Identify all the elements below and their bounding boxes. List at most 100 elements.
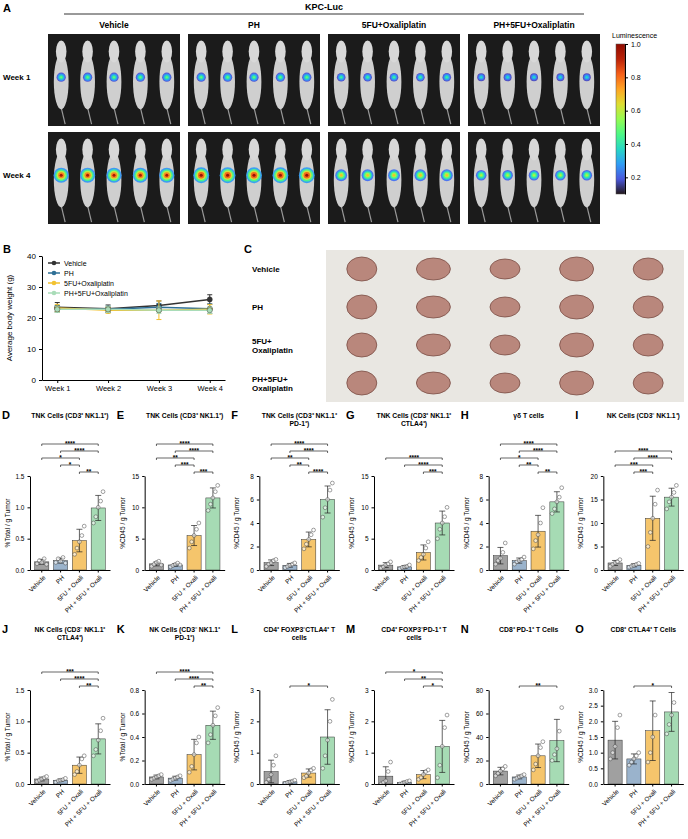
significance-label: ** xyxy=(526,461,532,468)
data-point xyxy=(665,507,669,511)
data-point xyxy=(637,751,641,755)
tick: Vehicle xyxy=(371,570,391,593)
tick: 0.0 xyxy=(130,781,145,788)
significance-label: **** xyxy=(533,447,544,454)
tick: 6 xyxy=(250,496,259,503)
tick-mark xyxy=(601,784,604,785)
error-cap xyxy=(554,761,560,762)
x-axis: Week 1Week 2Week 3Week 4 xyxy=(43,380,226,393)
signal-blob xyxy=(506,76,509,79)
data-point xyxy=(443,726,447,730)
tick: PH + 5FU + Oxali xyxy=(178,570,218,614)
tick: Vehicle xyxy=(142,570,162,593)
significance-label: *** xyxy=(630,461,638,468)
tick: PH + 5FU + Oxali xyxy=(63,784,103,828)
tick-label: 1.0 xyxy=(15,504,24,511)
tick-mark xyxy=(615,570,616,573)
tick-label: PH xyxy=(169,574,180,585)
signal-blob xyxy=(585,76,588,79)
tick-mark xyxy=(601,500,604,501)
signal-blob xyxy=(338,172,345,179)
tick-mark xyxy=(601,476,604,477)
signal-blob xyxy=(159,168,174,183)
mouse-head xyxy=(56,138,67,160)
tick: 0 xyxy=(365,567,374,574)
significance-label: ** xyxy=(545,468,551,475)
tick: 4 xyxy=(250,520,259,527)
signal-blob xyxy=(84,74,91,81)
tumor xyxy=(347,257,377,281)
tick: 8 xyxy=(480,473,489,480)
data-point xyxy=(159,773,163,777)
y-axis-title: %CD45 / g Tumor xyxy=(233,710,241,762)
signal-blob xyxy=(585,173,589,177)
mouse-tail xyxy=(394,108,398,125)
tick-label: 0 xyxy=(250,567,254,574)
mouse-head xyxy=(476,40,487,62)
tick: Vehicle xyxy=(257,784,277,807)
data-point xyxy=(531,547,535,551)
tick-mark xyxy=(108,380,109,383)
axis-line xyxy=(489,691,490,785)
tick-label: PH xyxy=(628,574,639,585)
mouse-tail xyxy=(307,206,311,223)
tick-mark xyxy=(372,539,375,540)
tick-label: 0.6 xyxy=(631,107,641,114)
y-axis: 0123 xyxy=(365,687,375,788)
signal-blob xyxy=(532,173,536,177)
tick: 0.8 xyxy=(130,687,145,694)
tick-label: Vehicle xyxy=(257,574,277,594)
signal-blob xyxy=(366,76,369,79)
y-axis: 0.00.51.01.52.02.53.0 xyxy=(589,687,604,788)
mouse-head xyxy=(582,138,593,160)
tick: PH + 5FU + Oxali xyxy=(293,570,333,614)
data-point xyxy=(45,562,49,566)
mouse-head xyxy=(135,40,146,62)
error-bar xyxy=(652,701,653,761)
point xyxy=(105,307,110,312)
signal-blob xyxy=(224,172,230,178)
tick-label: 1.0 xyxy=(15,718,24,725)
data-point xyxy=(646,760,650,764)
mouse-tail xyxy=(447,108,451,125)
tick: 2.5 xyxy=(589,702,604,709)
tick-mark xyxy=(142,507,145,508)
signal-blob xyxy=(220,167,236,183)
tick-label: 1.0 xyxy=(589,749,598,756)
tick-mark xyxy=(212,570,213,573)
signal-blob xyxy=(339,76,342,79)
signal-blob xyxy=(111,172,117,178)
tick: 40 xyxy=(476,734,489,741)
y-axis-title: %Total / g Tumor xyxy=(4,712,12,762)
error-cap xyxy=(535,744,541,745)
tick-mark xyxy=(142,476,145,477)
significance-label: **** xyxy=(189,447,200,454)
tick: Week 2 xyxy=(96,380,121,393)
tick: 1.0 xyxy=(625,41,641,48)
signal-blob xyxy=(530,171,538,179)
plot-area xyxy=(35,716,106,784)
tick-mark xyxy=(39,380,42,381)
mouse-head xyxy=(476,138,487,160)
significance-label: ** xyxy=(86,468,92,475)
tick-label: 15 xyxy=(132,473,140,480)
tick-label: 1 xyxy=(365,749,369,756)
legend-label: PH xyxy=(64,270,74,277)
row-label: Week 4 xyxy=(3,171,31,180)
error-cap xyxy=(95,495,101,496)
signal-blob xyxy=(223,73,232,82)
panel-letter: D xyxy=(2,409,10,421)
tick: 1 xyxy=(365,749,374,756)
mouse-head xyxy=(109,40,120,62)
tumor xyxy=(416,258,450,280)
image-frame xyxy=(48,132,180,224)
signal-blob xyxy=(503,171,511,179)
tick-mark xyxy=(257,721,260,722)
plot-area xyxy=(264,698,335,785)
tick-label: 0 xyxy=(365,567,369,574)
mouse-tail xyxy=(587,206,591,223)
error-cap xyxy=(439,720,445,721)
error-cap xyxy=(612,758,618,759)
mouse-tail xyxy=(508,108,512,125)
data-point xyxy=(386,770,390,774)
